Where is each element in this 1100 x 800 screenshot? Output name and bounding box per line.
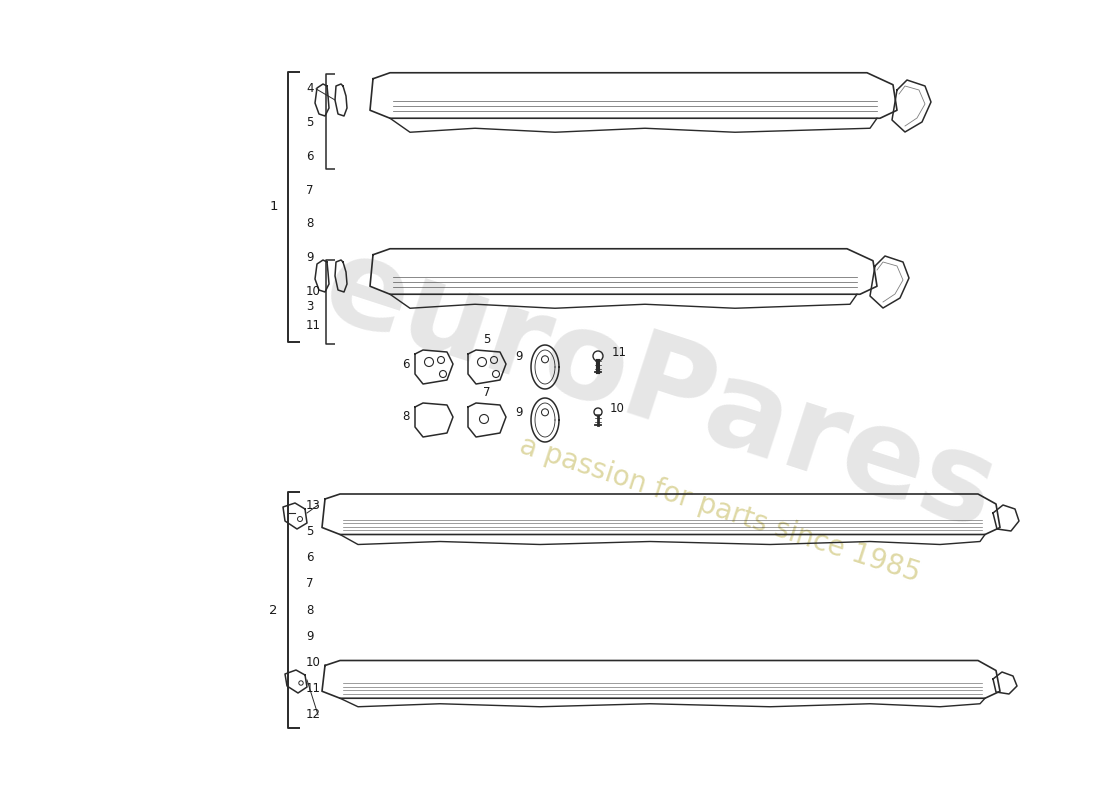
Text: 9: 9 bbox=[306, 630, 313, 642]
Text: 7: 7 bbox=[306, 184, 313, 197]
Text: 11: 11 bbox=[306, 318, 321, 332]
Text: 5: 5 bbox=[483, 333, 491, 346]
Text: 6: 6 bbox=[306, 150, 313, 163]
Text: 10: 10 bbox=[306, 656, 321, 669]
Text: 13: 13 bbox=[306, 498, 321, 512]
Text: 10: 10 bbox=[610, 402, 625, 415]
Text: 3: 3 bbox=[306, 299, 313, 313]
Text: 6: 6 bbox=[306, 551, 313, 564]
Text: euroPares: euroPares bbox=[309, 226, 1011, 554]
Text: 6: 6 bbox=[403, 358, 410, 370]
Text: 10: 10 bbox=[306, 285, 321, 298]
Text: 4: 4 bbox=[306, 82, 313, 95]
Text: a passion for parts since 1985: a passion for parts since 1985 bbox=[516, 432, 924, 588]
Text: 11: 11 bbox=[612, 346, 627, 358]
Text: 8: 8 bbox=[306, 218, 313, 230]
Text: 12: 12 bbox=[306, 708, 321, 722]
Text: 5: 5 bbox=[306, 116, 313, 129]
Text: 11: 11 bbox=[306, 682, 321, 695]
Text: 1: 1 bbox=[270, 201, 278, 214]
Text: 7: 7 bbox=[483, 386, 491, 399]
Text: 7: 7 bbox=[306, 578, 313, 590]
Text: 8: 8 bbox=[403, 410, 410, 423]
Text: 9: 9 bbox=[516, 350, 522, 363]
Text: 2: 2 bbox=[270, 603, 278, 617]
Text: 5: 5 bbox=[306, 525, 313, 538]
Text: 9: 9 bbox=[516, 406, 522, 418]
Text: 9: 9 bbox=[306, 251, 313, 264]
Text: 8: 8 bbox=[306, 603, 313, 617]
